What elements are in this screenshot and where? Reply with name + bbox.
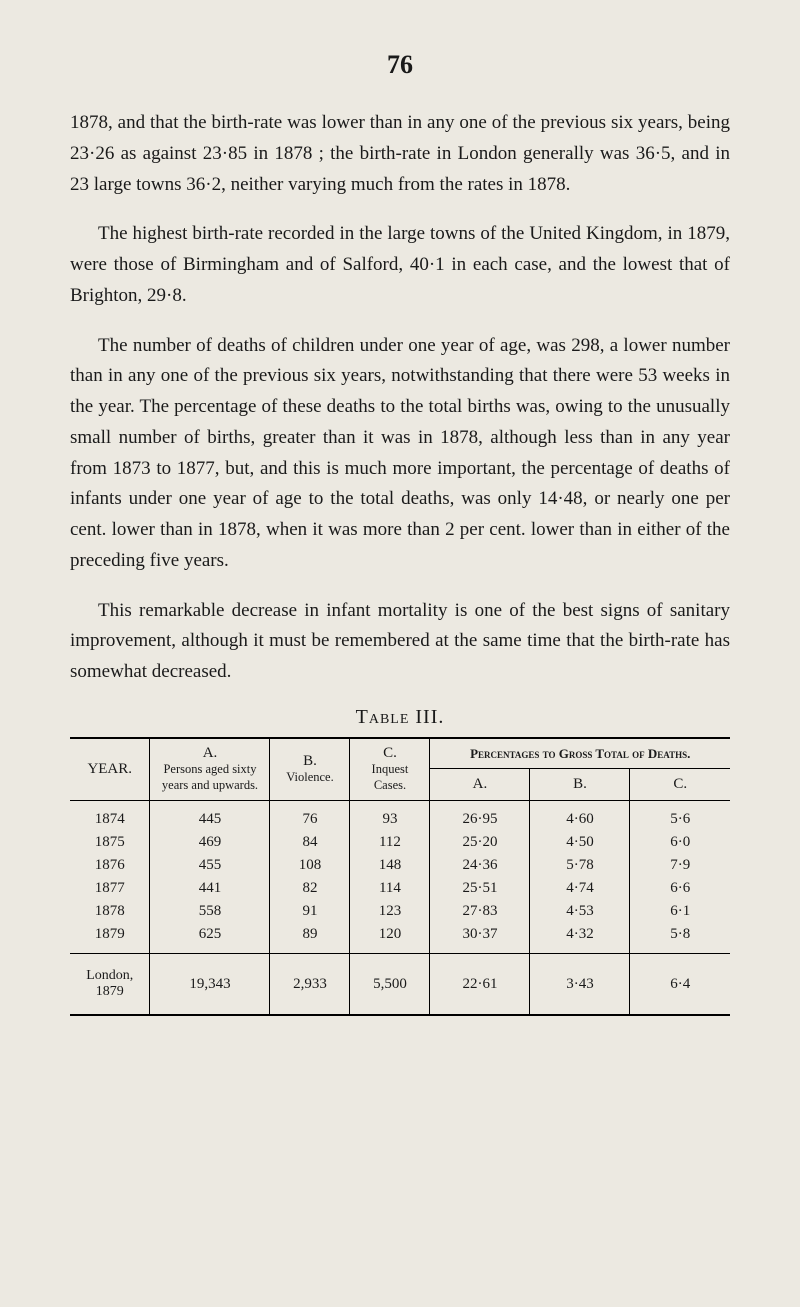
- col-year: YEAR.: [70, 738, 150, 801]
- col-pct-a: A.: [430, 769, 530, 801]
- paragraph-2: The highest birth-rate recorded in the l…: [70, 219, 730, 311]
- col-b-sub: Violence.: [276, 770, 343, 786]
- col-pct: Percentages to Gross Total of Deaths.: [430, 738, 730, 769]
- col-a-label: A.: [156, 745, 263, 762]
- col-year-label: YEAR.: [87, 761, 132, 777]
- table-row: 1878 558 91 123 27·83 4·53 6·1: [70, 900, 730, 923]
- col-c-label: C.: [356, 745, 423, 762]
- page-number: 76: [70, 50, 730, 80]
- table-title: Table III.: [70, 706, 730, 729]
- document-page: 76 1878, and that the birth-rate was low…: [0, 0, 800, 1307]
- col-b: B. Violence.: [270, 738, 350, 801]
- table-row: 1876 455 108 148 24·36 5·78 7·9: [70, 854, 730, 877]
- col-pct-b: B.: [530, 769, 630, 801]
- col-a: A. Persons aged sixty years and upwards.: [150, 738, 270, 801]
- col-a-sub: Persons aged sixty years and upwards.: [156, 762, 263, 793]
- paragraph-1: 1878, and that the birth-rate was lower …: [70, 108, 730, 200]
- table-row: 1875 469 84 112 25·20 4·50 6·0: [70, 831, 730, 854]
- col-c: C. Inquest Cases.: [350, 738, 430, 801]
- col-b-label: B.: [276, 753, 343, 770]
- table-row: 1874 445 76 93 26·95 4·60 5·6: [70, 801, 730, 832]
- table-row: 1877 441 82 114 25·51 4·74 6·6: [70, 877, 730, 900]
- table-row: 1879 625 89 120 30·37 4·32 5·8: [70, 923, 730, 954]
- paragraph-4: This remarkable decrease in infant morta…: [70, 596, 730, 688]
- table-total-row: London, 1879 19,343 2,933 5,500 22·61 3·…: [70, 954, 730, 1016]
- paragraph-3: The number of deaths of children under o…: [70, 331, 730, 577]
- col-pct-c: C.: [630, 769, 730, 801]
- col-c-sub: Inquest Cases.: [356, 762, 423, 793]
- table-iii: YEAR. A. Persons aged sixty years and up…: [70, 737, 730, 1016]
